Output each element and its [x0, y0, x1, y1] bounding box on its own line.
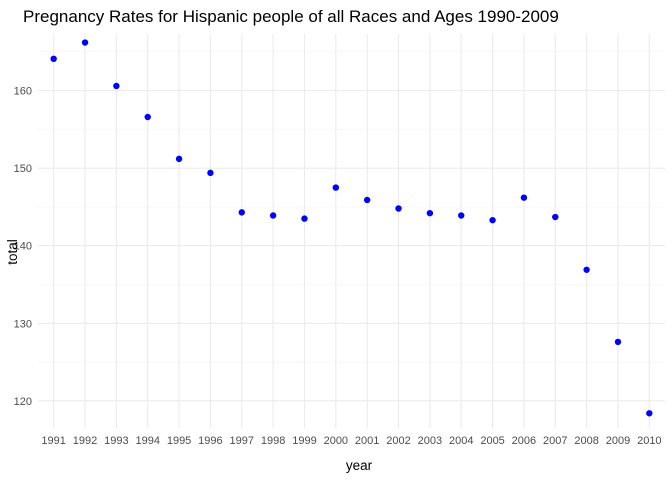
x-tick-label: 2010 [637, 435, 661, 447]
x-tick-label: 2009 [606, 435, 630, 447]
data-point [269, 212, 277, 219]
x-tick-label: 2007 [543, 435, 567, 447]
x-tick-label: 1996 [198, 435, 222, 447]
data-point [552, 213, 559, 221]
y-tick-label: 140 [14, 241, 32, 253]
data-point [646, 410, 653, 417]
data-point [426, 209, 434, 217]
x-tick-label: 1995 [167, 435, 191, 447]
y-tick-label: 120 [14, 396, 32, 408]
x-tick-label: 2001 [355, 435, 379, 447]
x-tick-label: 1999 [292, 435, 316, 447]
x-axis-title: year [346, 458, 373, 473]
y-axis-tick-labels: 120 130 140 150 160 [14, 86, 32, 408]
data-point [583, 266, 590, 273]
data-point [207, 169, 214, 177]
x-tick-label: 2002 [386, 435, 410, 447]
data-point [113, 82, 120, 90]
y-axis-title: total [5, 239, 20, 265]
grid-lines [38, 34, 665, 428]
x-tick-label: 2008 [574, 435, 598, 447]
x-tick-label: 1998 [261, 435, 285, 447]
data-point [238, 209, 245, 216]
x-tick-label: 2003 [418, 435, 442, 447]
data-points [50, 39, 653, 417]
data-point [458, 212, 465, 219]
y-tick-label: 130 [14, 318, 32, 330]
x-tick-label: 2006 [512, 435, 536, 447]
x-tick-label: 2005 [480, 435, 504, 447]
data-point [301, 215, 308, 222]
x-tick-label: 1994 [135, 435, 159, 447]
x-tick-label: 2004 [449, 435, 473, 447]
x-tick-label: 1991 [41, 435, 65, 447]
y-tick-label: 160 [14, 86, 32, 98]
x-tick-label: 1997 [230, 435, 254, 447]
data-point [175, 155, 183, 163]
chart-title: Pregnancy Rates for Hispanic people of a… [23, 7, 559, 26]
data-point [363, 196, 371, 204]
data-point [489, 216, 496, 224]
x-tick-label: 2000 [324, 435, 348, 447]
x-tick-label: 1993 [104, 435, 128, 447]
x-tick-label: 1992 [73, 435, 97, 447]
data-point [144, 113, 151, 121]
x-axis-tick-labels: 1991 1992 1993 1994 1995 1996 1997 1998 1999 2000… [41, 435, 661, 447]
data-point [614, 338, 622, 346]
data-point [81, 39, 89, 46]
data-point [332, 184, 340, 191]
data-point [395, 205, 402, 212]
data-point [520, 194, 528, 201]
data-point [50, 55, 57, 63]
y-tick-label: 150 [14, 163, 32, 175]
